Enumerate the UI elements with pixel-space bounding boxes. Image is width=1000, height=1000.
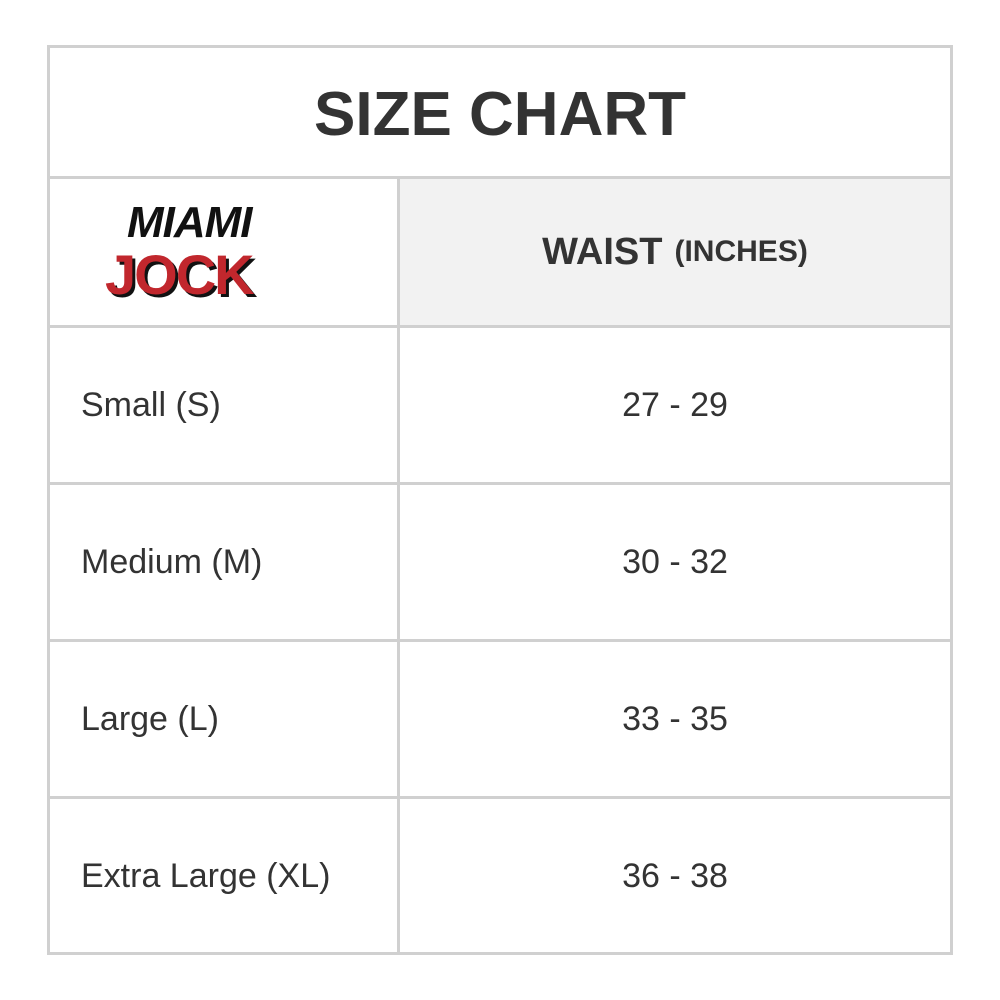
unit-label: (INCHES) bbox=[674, 235, 808, 268]
size-chart-table: SIZE CHART MIAMI JOCK WAIST (INCHES) Sma… bbox=[47, 45, 953, 955]
table-row: Medium (M) 30 - 32 bbox=[50, 485, 950, 642]
page-title: SIZE CHART bbox=[50, 48, 950, 179]
waist-header: WAIST (INCHES) bbox=[400, 179, 950, 325]
waist-cell: 33 - 35 bbox=[622, 699, 728, 738]
table-row: Large (L) 33 - 35 bbox=[50, 642, 950, 799]
logo-cell: MIAMI JOCK bbox=[50, 179, 400, 325]
waist-cell: 27 - 29 bbox=[622, 385, 728, 424]
size-cell: Large (L) bbox=[50, 642, 400, 796]
brand-logo: MIAMI JOCK bbox=[105, 200, 345, 304]
waist-cell: 36 - 38 bbox=[622, 856, 728, 895]
logo-line-2: JOCK bbox=[105, 243, 255, 306]
table-row: Small (S) 27 - 29 bbox=[50, 328, 950, 485]
size-cell: Extra Large (XL) bbox=[50, 799, 400, 953]
table-row: Extra Large (XL) 36 - 38 bbox=[50, 799, 950, 953]
size-cell: Small (S) bbox=[50, 328, 400, 482]
header-row: MIAMI JOCK WAIST (INCHES) bbox=[50, 179, 950, 328]
size-cell: Medium (M) bbox=[50, 485, 400, 639]
waist-label: WAIST bbox=[542, 230, 663, 273]
waist-cell: 30 - 32 bbox=[622, 542, 728, 581]
logo-line-1: MIAMI bbox=[127, 198, 253, 247]
